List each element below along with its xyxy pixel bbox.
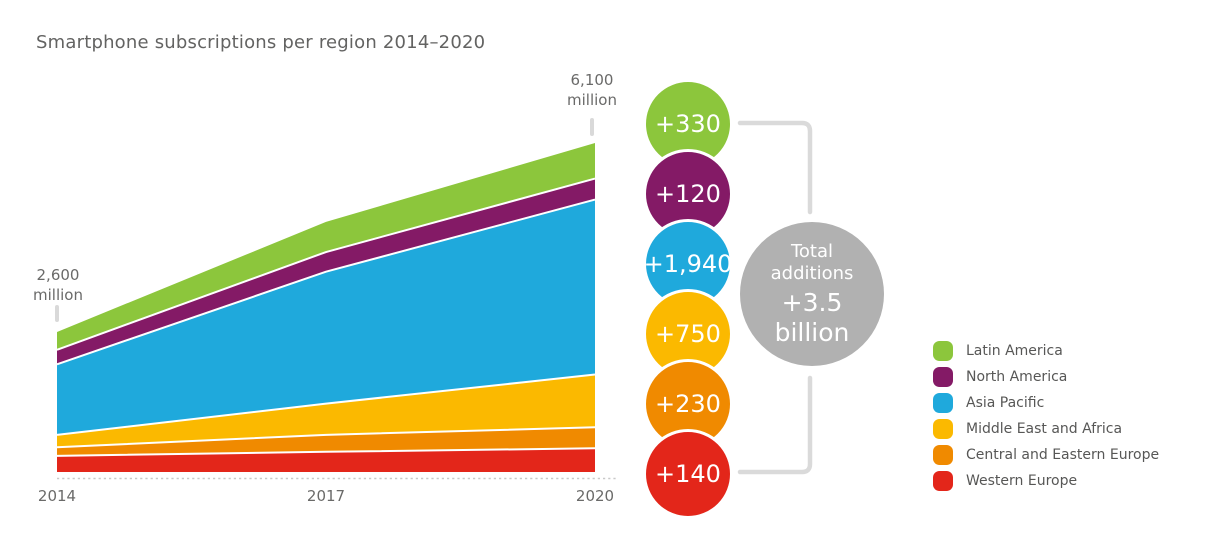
legend-item-latin-america: Latin America [933, 338, 1159, 364]
start-total-value: 2,600 [36, 266, 80, 284]
legend-swatch [933, 445, 953, 465]
layer-separator [56, 426, 596, 449]
total-label-line2: additions [770, 262, 854, 284]
x-axis-label-2020: 2020 [575, 487, 615, 505]
legend-item-north-america: North America [933, 364, 1159, 390]
legend-item-western-europe: Western Europe [933, 468, 1159, 494]
legend-label: Asia Pacific [966, 395, 1045, 411]
legend-item-asia-pacific: Asia Pacific [933, 390, 1159, 416]
bracket-top [737, 120, 813, 215]
total-additions-circle: Total additions +3.5 billion [740, 222, 884, 366]
x-axis-label-2014: 2014 [37, 487, 77, 505]
end-total-value: 6,100 [570, 71, 614, 89]
start-total-label: 2,600 million [33, 266, 83, 306]
total-label-line1: Total [790, 240, 834, 262]
legend-label: Middle East and Africa [966, 421, 1123, 437]
legend-label: Latin America [966, 343, 1063, 359]
end-tick [590, 118, 594, 136]
total-unit: billion [774, 317, 850, 347]
legend-label: North America [966, 369, 1068, 385]
layer-separator [56, 198, 596, 366]
total-value: +3.5 [781, 288, 843, 318]
legend: Latin America North America Asia Pacific Mi… [933, 338, 1159, 494]
x-axis: 2014 2017 2020 [0, 487, 700, 507]
start-tick [55, 305, 59, 322]
legend-item-middle-east-and-africa: Middle East and Africa [933, 416, 1159, 442]
legend-label: Western Europe [966, 473, 1078, 489]
legend-swatch [933, 367, 953, 387]
area-layer-asia-pacific [57, 199, 595, 435]
legend-swatch [933, 419, 953, 439]
layer-separator [56, 447, 596, 457]
area-layer-middle-east-and-africa [57, 374, 595, 448]
layer-separator [56, 177, 596, 351]
legend-swatch [933, 471, 953, 491]
x-axis-label-2017: 2017 [306, 487, 346, 505]
area-layer-central-and-eastern-europe [57, 427, 595, 456]
legend-item-central-and-eastern-europe: Central and Eastern Europe [933, 442, 1159, 468]
legend-label: Central and Eastern Europe [966, 447, 1160, 463]
area-layer-latin-america [57, 143, 595, 350]
end-total-label: 6,100 million [567, 71, 617, 111]
start-total-unit: million [33, 285, 83, 304]
chart-title: Smartphone subscriptions per region 2014… [36, 32, 486, 53]
legend-swatch [933, 341, 953, 361]
bracket-bottom [737, 375, 813, 475]
end-total-unit: million [567, 90, 617, 109]
legend-swatch [933, 393, 953, 413]
layer-separator [56, 373, 596, 436]
